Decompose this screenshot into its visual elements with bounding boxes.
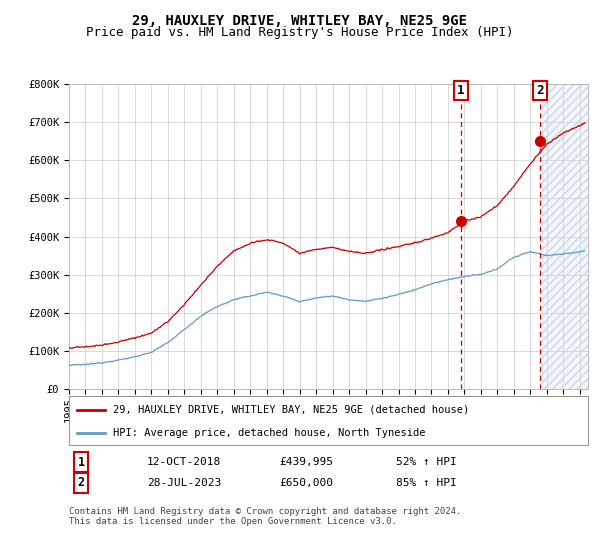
Bar	[540, 84, 588, 389]
Text: 29, HAUXLEY DRIVE, WHITLEY BAY, NE25 9GE (detached house): 29, HAUXLEY DRIVE, WHITLEY BAY, NE25 9GE…	[113, 405, 469, 415]
Text: 85% ↑ HPI: 85% ↑ HPI	[396, 478, 457, 488]
Text: £650,000: £650,000	[279, 478, 333, 488]
Text: Price paid vs. HM Land Registry's House Price Index (HPI): Price paid vs. HM Land Registry's House …	[86, 26, 514, 39]
Text: 52% ↑ HPI: 52% ↑ HPI	[396, 457, 457, 467]
Text: 2: 2	[536, 84, 544, 97]
Text: 2: 2	[77, 476, 85, 489]
Text: 29, HAUXLEY DRIVE, WHITLEY BAY, NE25 9GE: 29, HAUXLEY DRIVE, WHITLEY BAY, NE25 9GE	[133, 14, 467, 28]
Text: £439,995: £439,995	[279, 457, 333, 467]
Bar	[540, 84, 588, 389]
Text: 1: 1	[457, 84, 465, 97]
Text: 12-OCT-2018: 12-OCT-2018	[147, 457, 221, 467]
Text: 1: 1	[77, 455, 85, 469]
Text: Contains HM Land Registry data © Crown copyright and database right 2024.
This d: Contains HM Land Registry data © Crown c…	[69, 507, 461, 526]
Text: HPI: Average price, detached house, North Tyneside: HPI: Average price, detached house, Nort…	[113, 428, 425, 438]
Text: 28-JUL-2023: 28-JUL-2023	[147, 478, 221, 488]
